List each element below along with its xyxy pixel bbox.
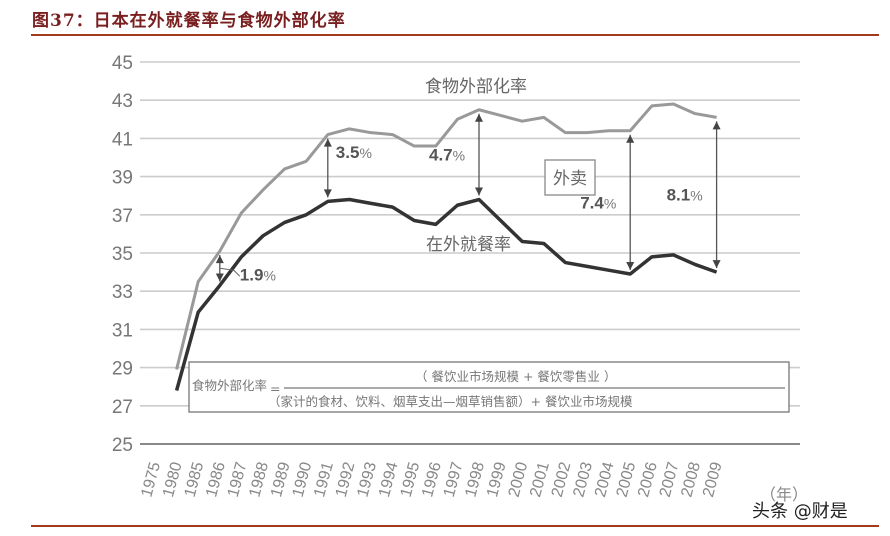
gap-annotation: 4.7% [429,146,465,165]
figure-title: 图37：日本在外就餐率与食物外部化率 [32,11,346,31]
y-tick-label: 41 [112,129,133,150]
watermark: 头条 @财是 [752,501,848,522]
x-axis-ticks: 1975198019851986198719881989199019911992… [138,460,725,499]
y-tick-label: 25 [112,435,133,456]
y-tick-label: 27 [112,397,133,418]
formula-eq: = [270,381,280,396]
gap-arrows: 1.9% 3.5% 4.7% 7.4% 8.1% [215,113,721,284]
formula-box: 食物外部化率 = （ 餐饮业市场规模 + 餐饮零售业 ） （家计的食材、饮料、烟… [188,361,790,413]
y-tick-label: 45 [112,53,133,74]
gap-annotation: 7.4% [580,193,616,212]
y-tick-label: 31 [112,320,133,341]
gap-annotation: 8.1% [667,186,703,205]
y-tick-label: 37 [112,206,133,227]
y-tick-label: 33 [112,282,133,303]
bottom-divider [31,525,879,527]
x-axis-unit: （年） [760,486,808,504]
y-axis-ticks: 45 43 41 39 37 35 33 31 29 27 25 [112,53,133,456]
gap-annotation: 1.9% [240,265,276,284]
takeaway-label-box: 外卖 [544,159,596,196]
food-externalization-line [175,102,717,370]
series-labels: 食物外部化率 在外就餐率 [425,77,527,255]
formula-numerator: （ 餐饮业市场规模 + 餐饮零售业 ） [415,369,616,384]
series-lines [174,102,718,391]
y-tick-label: 35 [112,244,133,265]
title-divider [31,34,879,36]
series-label-food-externalization: 食物外部化率 [425,77,527,97]
y-tick-label: 29 [112,359,133,380]
takeaway-label: 外卖 [553,169,587,189]
y-tick-label: 39 [112,168,133,189]
dining-out-line [174,197,718,391]
formula-lhs: 食物外部化率 [192,378,267,393]
formula-denominator: （家计的食材、饮料、烟草支出—烟草销售额）+ 餐饮业市场规模 [268,394,633,409]
x-tick-label: 2009 [700,460,726,499]
y-tick-label: 43 [112,91,133,112]
series-label-dining-out: 在外就餐率 [426,235,511,255]
gap-annotation: 3.5% [336,143,372,162]
